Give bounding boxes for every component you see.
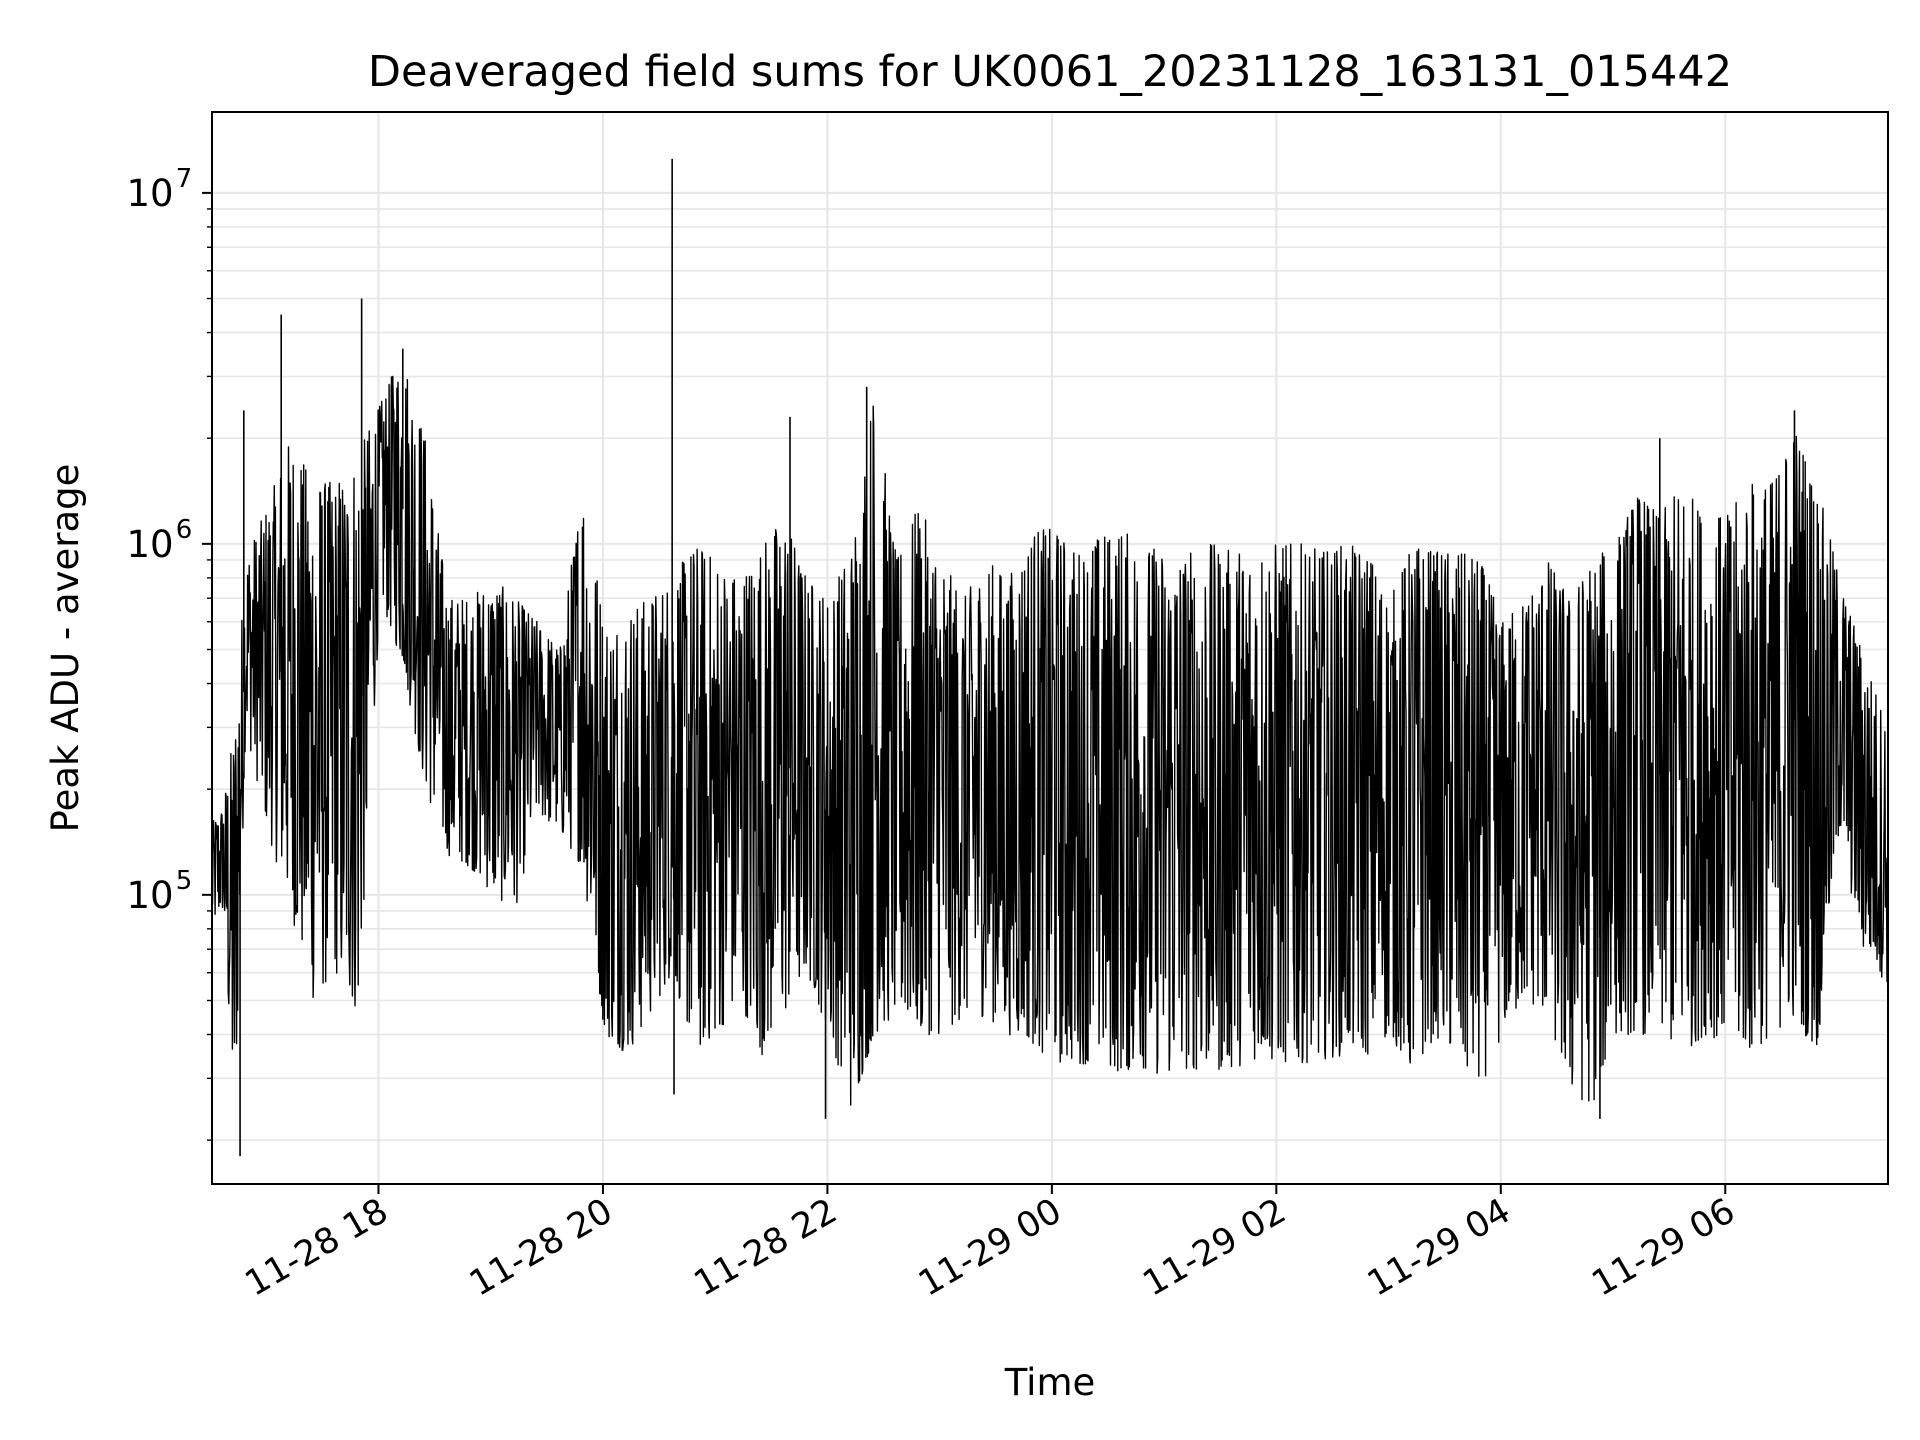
- plot-area: [212, 158, 1888, 1157]
- y-tick-label: 10: [126, 523, 173, 566]
- y-axis-label: Peak ADU - average: [44, 464, 87, 833]
- y-tick-label: 10: [126, 874, 173, 917]
- y-tick-exponent: 6: [176, 515, 193, 545]
- y-tick-exponent: 7: [176, 164, 193, 194]
- plot-frame: [211, 111, 1889, 1185]
- y-tick-label: 10: [126, 172, 173, 215]
- x-axis-label: Time: [1004, 1361, 1096, 1404]
- series-line: [212, 375, 1888, 1106]
- y-tick-exponent: 5: [176, 866, 193, 896]
- chart-title: Deaveraged field sums for UK0061_2023112…: [368, 47, 1732, 97]
- series-line-group: [212, 158, 1888, 1157]
